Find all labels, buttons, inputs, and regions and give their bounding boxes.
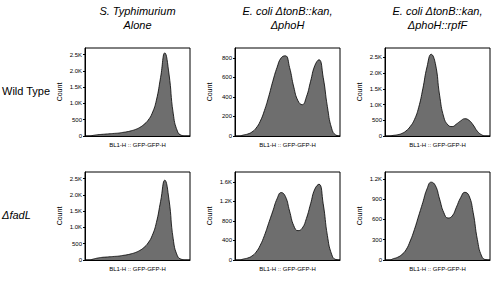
svg-text:600: 600	[222, 74, 233, 80]
svg-text:Count: Count	[56, 83, 63, 102]
svg-text:ΔphoH: ΔphoH	[270, 19, 305, 31]
svg-text:400: 400	[222, 237, 233, 243]
svg-text:900: 900	[372, 196, 383, 202]
svg-text:500: 500	[72, 117, 83, 123]
svg-text:Count: Count	[356, 207, 363, 226]
svg-text:BL1-H :: GFP-GFP-H: BL1-H :: GFP-GFP-H	[109, 142, 166, 148]
svg-text:400: 400	[222, 94, 233, 100]
svg-text:1.0K: 1.0K	[70, 224, 82, 230]
svg-text:200: 200	[222, 113, 233, 119]
svg-text:Wild Type: Wild Type	[2, 85, 50, 97]
svg-text:0: 0	[379, 257, 383, 263]
svg-text:BL1-H :: GFP-GFP-H: BL1-H :: GFP-GFP-H	[259, 142, 316, 148]
svg-text:0: 0	[79, 133, 83, 139]
svg-text:BL1-H :: GFP-GFP-H: BL1-H :: GFP-GFP-H	[109, 266, 166, 272]
svg-text:1.5K: 1.5K	[70, 208, 82, 214]
svg-text:S. Typhimurium: S. Typhimurium	[99, 5, 175, 17]
svg-text:1.2K: 1.2K	[220, 198, 232, 204]
svg-text:1.6K: 1.6K	[220, 179, 232, 185]
svg-text:2.5K: 2.5K	[370, 54, 382, 60]
svg-text:2.0K: 2.0K	[370, 70, 382, 76]
svg-text:500: 500	[72, 241, 83, 247]
svg-text:1.5K: 1.5K	[70, 84, 82, 90]
svg-text:500: 500	[372, 117, 383, 123]
svg-text:E. coli ΔtonB::kan,: E. coli ΔtonB::kan,	[393, 5, 483, 17]
svg-text:Count: Count	[56, 207, 63, 226]
svg-text:BL1-H :: GFP-GFP-H: BL1-H :: GFP-GFP-H	[409, 142, 466, 148]
svg-text:BL1-H :: GFP-GFP-H: BL1-H :: GFP-GFP-H	[409, 266, 466, 272]
svg-text:1.0K: 1.0K	[370, 102, 382, 108]
svg-text:1.5K: 1.5K	[370, 86, 382, 92]
svg-text:Alone: Alone	[122, 19, 151, 31]
svg-text:2.5K: 2.5K	[70, 52, 82, 58]
svg-text:Count: Count	[356, 83, 363, 102]
svg-text:800: 800	[222, 55, 233, 61]
svg-text:0: 0	[79, 257, 83, 263]
svg-text:0: 0	[379, 133, 383, 139]
svg-text:1.2K: 1.2K	[370, 176, 382, 182]
svg-text:BL1-H :: GFP-GFP-H: BL1-H :: GFP-GFP-H	[259, 266, 316, 272]
svg-text:Count: Count	[206, 207, 213, 226]
svg-text:800: 800	[222, 218, 233, 224]
svg-text:ΔphoH::rpfF: ΔphoH::rpfF	[407, 19, 469, 31]
svg-text:1.0K: 1.0K	[70, 100, 82, 106]
svg-text:2.0K: 2.0K	[70, 68, 82, 74]
svg-text:2.0K: 2.0K	[70, 192, 82, 198]
svg-text:0: 0	[229, 133, 233, 139]
svg-text:Count: Count	[206, 83, 213, 102]
svg-text:ΔfadL: ΔfadL	[1, 209, 31, 221]
svg-text:300: 300	[372, 237, 383, 243]
svg-text:600: 600	[372, 216, 383, 222]
svg-text:2.5K: 2.5K	[70, 176, 82, 182]
svg-text:0: 0	[229, 257, 233, 263]
svg-text:E. coli ΔtonB::kan,: E. coli ΔtonB::kan,	[243, 5, 333, 17]
